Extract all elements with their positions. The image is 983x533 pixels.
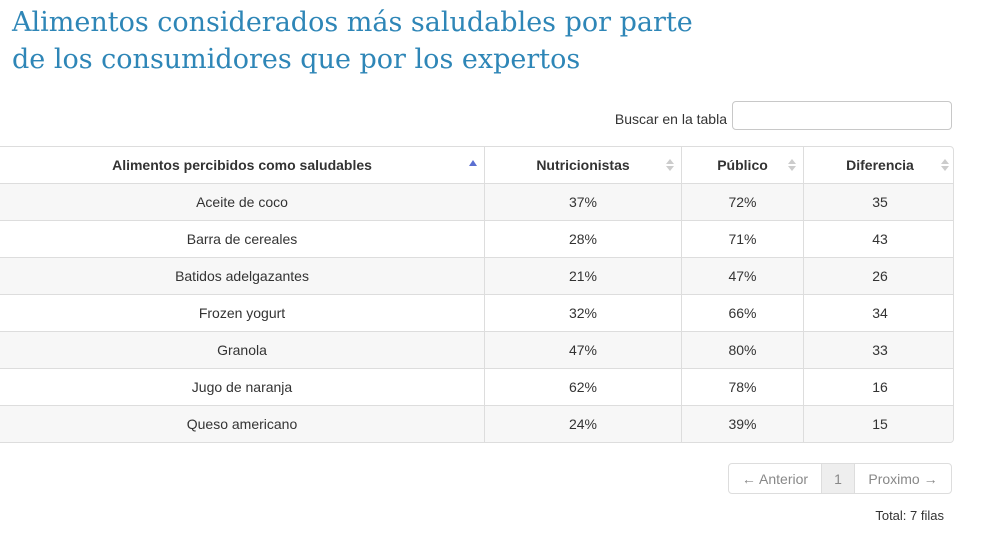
column-header-label: Público (717, 157, 768, 173)
sort-both-icon (941, 159, 949, 171)
cell-food: Batidos adelgazantes (0, 257, 485, 295)
table-row: Barra de cereales 28% 71% 43 (0, 220, 953, 258)
cell-public: 66% (681, 294, 804, 332)
cell-food: Aceite de coco (0, 183, 485, 221)
column-header-public[interactable]: Público (681, 147, 804, 184)
cell-difference: 43 (803, 220, 953, 258)
cell-food: Granola (0, 331, 485, 369)
prev-page-button[interactable]: ← Anterior (741, 470, 809, 487)
cell-nutritionists: 37% (484, 183, 682, 221)
column-header-food[interactable]: Alimentos percibidos como saludables (0, 147, 485, 184)
pagination: ← Anterior 1 Proximo → (728, 463, 952, 494)
search-input[interactable] (732, 101, 952, 130)
cell-food: Barra de cereales (0, 220, 485, 258)
cell-public: 72% (681, 183, 804, 221)
cell-nutritionists: 47% (484, 331, 682, 369)
cell-nutritionists: 24% (484, 405, 682, 442)
page-title: Alimentos considerados más saludables po… (12, 7, 693, 75)
cell-public: 71% (681, 220, 804, 258)
cell-public: 47% (681, 257, 804, 295)
sort-both-icon (666, 159, 674, 171)
cell-difference: 35 (803, 183, 953, 221)
table-row: Granola 47% 80% 33 (0, 331, 953, 369)
cell-difference: 15 (803, 405, 953, 442)
column-header-label: Diferencia (846, 157, 914, 173)
cell-nutritionists: 32% (484, 294, 682, 332)
cell-nutritionists: 21% (484, 257, 682, 295)
cell-difference: 33 (803, 331, 953, 369)
table-row: Jugo de naranja 62% 78% 16 (0, 368, 953, 406)
cell-food: Frozen yogurt (0, 294, 485, 332)
table-header-row: Alimentos percibidos como saludables Nut… (0, 147, 953, 184)
column-header-label: Nutricionistas (536, 157, 630, 173)
cell-nutritionists: 62% (484, 368, 682, 406)
column-header-label: Alimentos percibidos como saludables (112, 157, 372, 173)
column-header-difference[interactable]: Diferencia (803, 147, 953, 184)
cell-public: 78% (681, 368, 804, 406)
search-label: Buscar en la tabla (614, 110, 727, 127)
cell-food: Jugo de naranja (0, 368, 485, 406)
row-count: Total: 7 filas (875, 508, 944, 523)
cell-public: 80% (681, 331, 804, 369)
cell-difference: 16 (803, 368, 953, 406)
search-bar: Buscar en la tabla (615, 101, 952, 130)
table-row: Aceite de coco 37% 72% 35 (0, 183, 953, 221)
sort-ascending-icon (469, 160, 477, 166)
page-number-button[interactable]: 1 (821, 464, 855, 493)
cell-public: 39% (681, 405, 804, 442)
next-page-button[interactable]: Proximo → (868, 470, 938, 487)
column-header-nutritionists[interactable]: Nutricionistas (484, 147, 682, 184)
cell-nutritionists: 28% (484, 220, 682, 258)
table-row: Frozen yogurt 32% 66% 34 (0, 294, 953, 332)
cell-difference: 26 (803, 257, 953, 295)
data-table: Alimentos percibidos como saludables Nut… (0, 146, 954, 443)
cell-difference: 34 (803, 294, 953, 332)
table-row: Batidos adelgazantes 21% 47% 26 (0, 257, 953, 295)
sort-both-icon (788, 159, 796, 171)
table-row: Queso americano 24% 39% 15 (0, 405, 953, 442)
cell-food: Queso americano (0, 405, 485, 442)
